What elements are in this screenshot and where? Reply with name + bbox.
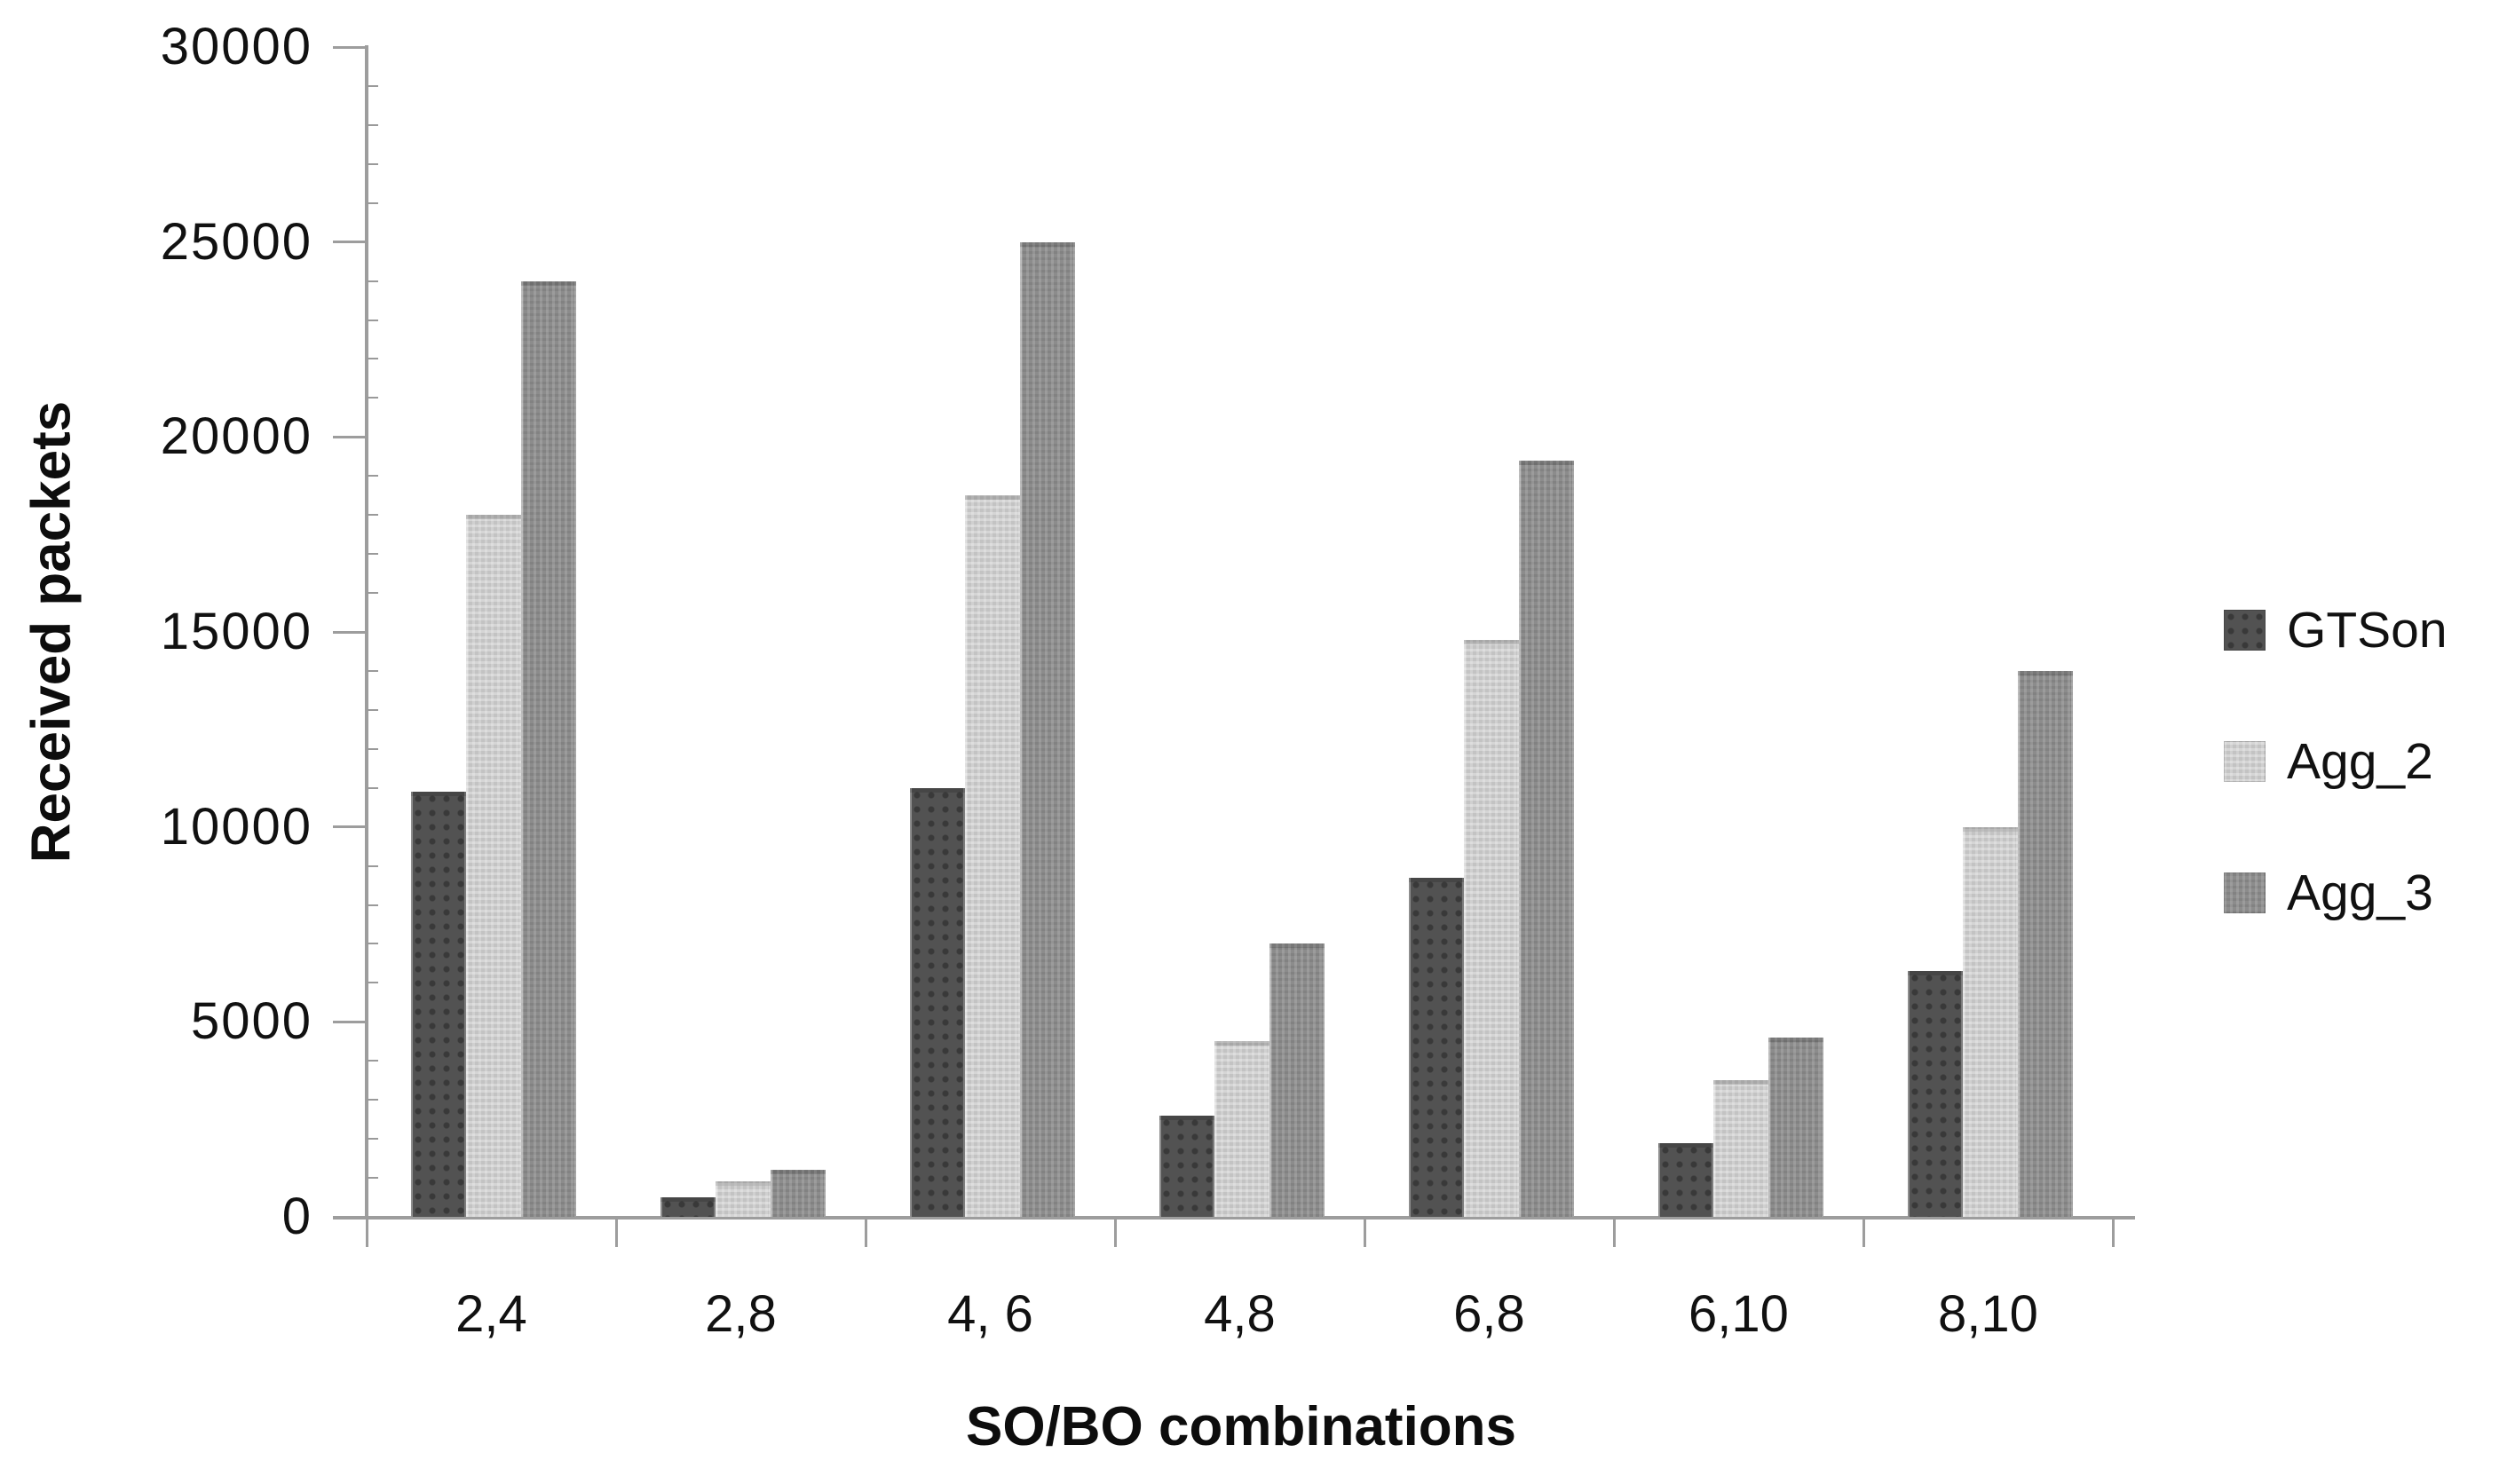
bar-Agg_2-2-8 [716, 1181, 771, 1217]
y-major-tick [333, 1215, 367, 1219]
bar-Agg_3-2-8 [771, 1170, 826, 1217]
bar-Agg_3-4-6 [1020, 242, 1075, 1217]
y-tick-label: 15000 [160, 603, 312, 660]
category-label: 6,8 [1453, 1285, 1525, 1343]
y-tick-label: 20000 [160, 407, 312, 466]
y-major-tick [333, 241, 367, 244]
legend-label: GTSon [2287, 602, 2448, 659]
legend-item-Agg_2: Agg_2 [2224, 735, 2433, 788]
y-minor-tick [367, 84, 378, 87]
y-major-tick [333, 45, 367, 49]
bar-Agg_3-6-10 [1768, 1038, 1823, 1217]
x-axis-title: SO/BO combinations [965, 1396, 1517, 1457]
bar-Agg_3-6-8 [1519, 461, 1574, 1217]
y-minor-tick [367, 786, 378, 789]
y-minor-tick [367, 592, 378, 595]
bar-GTSon-8-10 [1908, 971, 1963, 1217]
x-major-tick [864, 1217, 867, 1247]
y-minor-tick [367, 982, 378, 984]
legend-label: Agg_3 [2287, 864, 2433, 921]
bar-GTSon-4-8 [1159, 1116, 1214, 1217]
x-major-tick [1363, 1217, 1366, 1247]
y-minor-tick [367, 123, 378, 126]
y-minor-tick [367, 201, 378, 204]
bar-GTSon-6-10 [1658, 1143, 1713, 1217]
y-minor-tick [367, 943, 378, 945]
category-label: 4,8 [1204, 1285, 1276, 1343]
bar-Agg_2-8-10 [1963, 827, 2018, 1217]
y-minor-tick [367, 1177, 378, 1180]
bar-Agg_2-4-8 [1214, 1041, 1269, 1217]
y-minor-tick [367, 747, 378, 750]
bar-GTSon-6-8 [1409, 878, 1464, 1217]
y-minor-tick [367, 358, 378, 360]
bar-Agg_3-2-4 [521, 281, 576, 1217]
bar-Agg_2-6-10 [1713, 1080, 1768, 1217]
category-label: 8,10 [1938, 1285, 2038, 1343]
y-tick-label: 10000 [160, 797, 312, 856]
legend-label: Agg_2 [2287, 733, 2433, 790]
y-minor-tick [367, 864, 378, 867]
category-label: 6,10 [1688, 1285, 1789, 1343]
y-tick-label: 5000 [190, 992, 312, 1051]
bar-GTSon-2-4 [411, 792, 466, 1217]
y-major-tick [333, 630, 367, 634]
y-minor-tick [367, 475, 378, 478]
y-minor-tick [367, 708, 378, 711]
x-major-tick [1612, 1217, 1616, 1247]
bar-Agg_2-6-8 [1464, 640, 1519, 1217]
y-tick-label: 25000 [160, 212, 312, 271]
bar-Agg_2-2-4 [466, 515, 521, 1217]
y-tick-label: 30000 [160, 18, 312, 75]
bar-Agg_2-4-6 [965, 495, 1020, 1217]
y-minor-tick [367, 319, 378, 321]
x-major-tick [1113, 1217, 1117, 1247]
legend-item-Agg_3: Agg_3 [2224, 866, 2433, 920]
bar-GTSon-2-8 [660, 1197, 716, 1217]
y-minor-tick [367, 1099, 378, 1101]
category-label: 2,8 [705, 1285, 777, 1343]
y-minor-tick [367, 514, 378, 517]
y-minor-tick [367, 162, 378, 165]
y-major-tick [333, 1020, 367, 1023]
y-minor-tick [367, 553, 378, 556]
y-tick-label: 0 [281, 1188, 312, 1245]
bar-GTSon-4-6 [910, 788, 965, 1217]
y-major-tick [333, 435, 367, 438]
legend-swatch-GTSon [2224, 610, 2266, 651]
x-major-tick [1862, 1217, 1865, 1247]
y-minor-tick [367, 280, 378, 282]
y-minor-tick [367, 397, 378, 399]
x-major-tick [365, 1217, 368, 1247]
legend-swatch-Agg_2 [2224, 741, 2266, 782]
bar-Agg_3-8-10 [2018, 671, 2073, 1217]
x-major-tick [614, 1217, 618, 1247]
category-label: 2,4 [455, 1285, 527, 1343]
bar-Agg_3-4-8 [1269, 943, 1325, 1217]
x-major-tick [2111, 1217, 2115, 1247]
legend-swatch-Agg_3 [2224, 872, 2266, 913]
y-minor-tick [367, 669, 378, 672]
category-label: 4, 6 [947, 1285, 1033, 1343]
y-minor-tick [367, 904, 378, 906]
y-axis-line [365, 45, 368, 1219]
legend-item-GTSon: GTSon [2224, 604, 2448, 657]
y-major-tick [333, 825, 367, 829]
y-minor-tick [367, 1138, 378, 1141]
y-minor-tick [367, 1060, 378, 1062]
x-axis-line [333, 1216, 2135, 1220]
